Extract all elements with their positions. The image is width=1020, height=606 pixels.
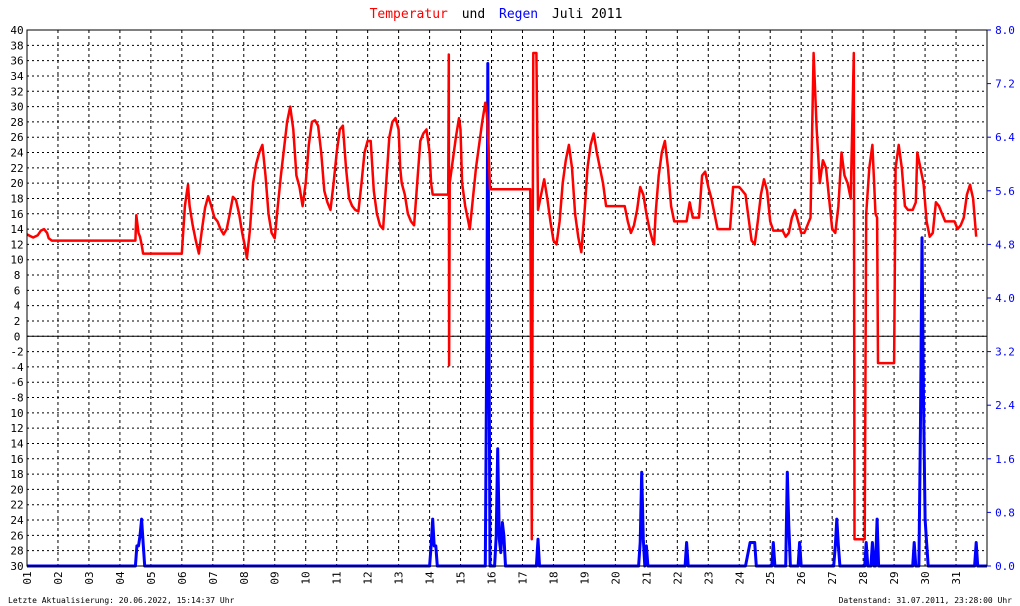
footer-last-update: Letzte Aktualisierung: 20.06.2022, 15:14… xyxy=(8,596,235,605)
left-tick-label: 10 xyxy=(10,407,23,420)
left-tick-label: 16 xyxy=(10,208,23,221)
x-tick-label: 12 xyxy=(362,571,375,584)
left-tick-label: 38 xyxy=(10,39,23,52)
x-tick-label: 18 xyxy=(547,571,560,584)
x-tick-label: 05 xyxy=(145,571,158,584)
left-tick-label: 14 xyxy=(10,223,24,236)
left-tick-label: 18 xyxy=(10,468,23,481)
x-tick-label: 30 xyxy=(919,571,932,584)
left-tick-label: 4 xyxy=(14,300,21,313)
x-tick-label: 15 xyxy=(455,571,468,584)
left-tick-label: 26 xyxy=(10,529,23,542)
x-tick-label: 26 xyxy=(795,571,808,584)
left-tick-label: 24 xyxy=(10,514,24,527)
left-tick-label: 6 xyxy=(14,284,21,297)
x-tick-label: 17 xyxy=(516,571,529,584)
right-tick-label: 2.4 xyxy=(995,399,1015,412)
title-rain: Regen xyxy=(499,7,538,22)
x-tick-label: 07 xyxy=(207,571,220,584)
x-tick-label: 04 xyxy=(114,571,127,585)
temperature-series xyxy=(26,51,978,541)
left-tick-label: 20 xyxy=(10,483,23,496)
left-tick-label: 26 xyxy=(10,131,23,144)
title-temperature: Temperatur xyxy=(370,7,448,22)
left-tick-label: -2 xyxy=(10,346,23,359)
x-tick-label: 09 xyxy=(269,571,282,584)
left-tick-label: 36 xyxy=(10,55,23,68)
x-tick-label: 06 xyxy=(176,571,189,584)
left-tick-label: -6 xyxy=(10,376,23,389)
left-axis-ticks: 4038363432302826242220181614121086420-2-… xyxy=(10,24,24,573)
left-tick-label: 10 xyxy=(10,254,23,267)
title-month: Juli 2011 xyxy=(552,7,622,22)
right-tick-label: 0.0 xyxy=(995,560,1015,573)
left-tick-label: 34 xyxy=(10,70,24,83)
left-tick-label: 14 xyxy=(10,437,24,450)
x-tick-label: 03 xyxy=(83,571,96,584)
left-tick-label: 0 xyxy=(14,330,21,343)
x-tick-label: 01 xyxy=(21,571,34,584)
left-tick-label: -4 xyxy=(10,361,24,374)
chart-title: Temperatur und Regen Juli 2011 xyxy=(370,7,623,22)
x-tick-label: 08 xyxy=(238,571,251,584)
left-tick-label: 22 xyxy=(10,499,23,512)
right-tick-label: 1.6 xyxy=(995,453,1015,466)
left-tick-label: 40 xyxy=(10,24,23,37)
x-tick-label: 02 xyxy=(52,571,65,584)
left-tick-label: 18 xyxy=(10,192,23,205)
left-tick-label: 28 xyxy=(10,116,23,129)
x-tick-label: 23 xyxy=(702,571,715,584)
left-tick-label: 16 xyxy=(10,453,23,466)
x-tick-label: 31 xyxy=(950,571,963,584)
x-tick-label: 20 xyxy=(609,571,622,584)
left-tick-label: 30 xyxy=(10,101,23,114)
x-tick-label: 13 xyxy=(393,571,406,584)
x-tick-label: 27 xyxy=(826,571,839,584)
x-tick-label: 25 xyxy=(764,571,777,584)
left-tick-label: 12 xyxy=(10,238,23,251)
x-tick-label: 19 xyxy=(578,571,591,584)
right-tick-label: 4.8 xyxy=(995,238,1015,251)
left-tick-label: 24 xyxy=(10,147,24,160)
left-tick-label: 2 xyxy=(14,315,21,328)
grid-lines xyxy=(26,29,987,567)
x-tick-label: 10 xyxy=(300,571,313,584)
left-tick-label: -8 xyxy=(10,392,23,405)
left-tick-label: 20 xyxy=(10,177,23,190)
temperature-line xyxy=(26,51,978,541)
footer-data-status: Datenstand: 31.07.2011, 23:28:00 Uhr xyxy=(839,596,1013,605)
left-tick-label: 8 xyxy=(14,269,21,282)
x-tick-label: 11 xyxy=(331,571,344,584)
left-tick-label: 32 xyxy=(10,85,23,98)
x-tick-label: 14 xyxy=(424,571,437,585)
right-tick-label: 4.0 xyxy=(995,292,1015,305)
x-tick-label: 28 xyxy=(857,571,870,584)
right-tick-label: 5.6 xyxy=(995,185,1015,198)
left-tick-label: 30 xyxy=(10,560,23,573)
left-tick-label: 12 xyxy=(10,422,23,435)
x-tick-label: 22 xyxy=(671,571,684,584)
right-tick-label: 7.2 xyxy=(995,78,1015,91)
title-and: und xyxy=(462,7,485,22)
x-tick-label: 24 xyxy=(733,571,746,585)
x-tick-label: 16 xyxy=(486,571,499,584)
right-tick-label: 3.2 xyxy=(995,346,1015,359)
right-tick-label: 8.0 xyxy=(995,24,1015,37)
x-axis-ticks: 01 02 03 04 05 06 07 08 09 10 11 12 13 14 15 16 17 18 19 20… xyxy=(21,571,963,585)
right-tick-label: 0.8 xyxy=(995,506,1015,519)
left-tick-label: 28 xyxy=(10,545,23,558)
right-axis-ticks: 8.0 7.2 6.4 5.6 4.8 4.0 3.2 2.4 1.6 0.8 0.0 xyxy=(987,24,1015,573)
x-tick-label: 29 xyxy=(888,571,901,584)
x-tick-label: 21 xyxy=(640,571,653,584)
left-tick-label: 22 xyxy=(10,162,23,175)
right-tick-label: 6.4 xyxy=(995,131,1015,144)
